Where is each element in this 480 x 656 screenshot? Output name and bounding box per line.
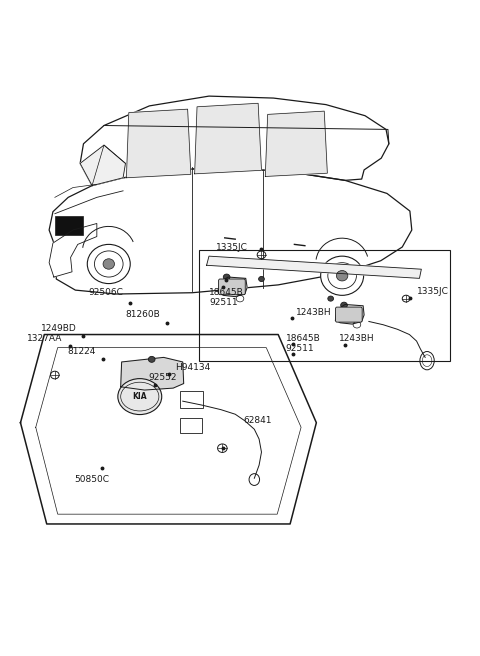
- Polygon shape: [21, 335, 316, 524]
- Text: 1243BH: 1243BH: [296, 308, 332, 317]
- Text: 18645B: 18645B: [286, 334, 321, 343]
- Ellipse shape: [87, 245, 130, 283]
- Bar: [199, 250, 450, 361]
- Text: 1249BD: 1249BD: [41, 324, 77, 333]
- Text: 92506C: 92506C: [88, 288, 123, 297]
- Ellipse shape: [341, 302, 348, 308]
- Text: H94134: H94134: [176, 363, 211, 372]
- Text: 50850C: 50850C: [74, 475, 109, 484]
- Text: KIA: KIA: [132, 392, 147, 401]
- Text: 92511: 92511: [286, 344, 314, 354]
- Text: 1335JC: 1335JC: [417, 287, 448, 296]
- Polygon shape: [120, 358, 184, 390]
- Text: 1335JC: 1335JC: [216, 243, 248, 251]
- Ellipse shape: [223, 274, 230, 280]
- Text: 18645B: 18645B: [209, 288, 244, 297]
- Polygon shape: [206, 256, 421, 278]
- Text: 1243BH: 1243BH: [339, 334, 375, 343]
- Text: 81224: 81224: [68, 347, 96, 356]
- Ellipse shape: [103, 258, 115, 269]
- Polygon shape: [36, 348, 301, 514]
- Text: 92511: 92511: [209, 298, 238, 307]
- Polygon shape: [49, 224, 97, 277]
- Polygon shape: [218, 277, 247, 297]
- Text: 62841: 62841: [244, 417, 272, 425]
- Text: 1327AA: 1327AA: [26, 334, 62, 343]
- Ellipse shape: [336, 270, 348, 281]
- Ellipse shape: [148, 356, 155, 362]
- Polygon shape: [80, 96, 389, 186]
- Polygon shape: [195, 103, 262, 174]
- Polygon shape: [336, 304, 364, 324]
- Polygon shape: [49, 167, 412, 294]
- Polygon shape: [126, 109, 191, 178]
- Polygon shape: [265, 111, 327, 176]
- Polygon shape: [80, 145, 125, 186]
- FancyBboxPatch shape: [336, 307, 362, 322]
- Ellipse shape: [328, 296, 334, 301]
- Ellipse shape: [118, 379, 162, 415]
- Text: 92552: 92552: [148, 373, 177, 382]
- Ellipse shape: [259, 276, 264, 281]
- Bar: [55, 216, 83, 236]
- FancyBboxPatch shape: [218, 279, 245, 295]
- Text: 81260B: 81260B: [125, 310, 160, 319]
- Ellipse shape: [321, 256, 364, 295]
